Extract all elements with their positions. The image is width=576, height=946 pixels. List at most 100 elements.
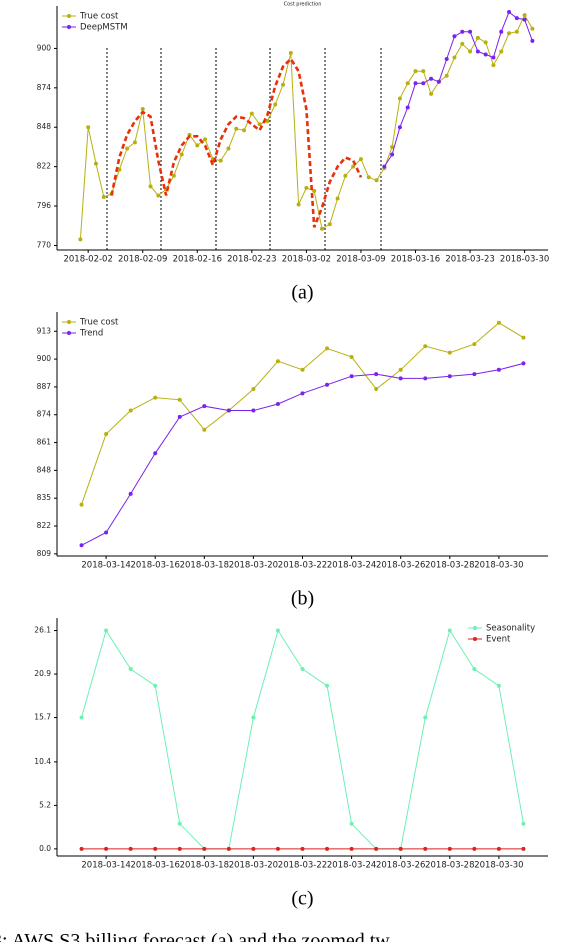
point — [275, 402, 280, 407]
x-tick-label: 2018-03-18 — [180, 561, 229, 571]
y-tick-label: 822 — [37, 521, 52, 530]
point — [452, 34, 457, 39]
x-tick-label: 2018-02-16 — [173, 255, 222, 265]
point — [153, 683, 158, 688]
point — [177, 397, 182, 402]
point — [195, 143, 200, 148]
x-tick-label: 2018-03-14 — [81, 561, 130, 571]
y-tick-label: 5.2 — [39, 800, 51, 809]
point — [514, 29, 519, 34]
legend-label: Event — [486, 635, 511, 645]
x-tick-label: 2018-03-16 — [391, 255, 440, 265]
legend-marker — [473, 626, 477, 630]
y-tick-label: 0.0 — [39, 844, 51, 853]
y-tick-label: 796 — [37, 201, 52, 210]
point — [349, 821, 354, 826]
point — [507, 31, 512, 36]
point — [275, 628, 280, 633]
y-tick-label: 848 — [37, 465, 52, 474]
legend-marker — [473, 637, 477, 641]
x-tick-label: 2018-03-20 — [229, 861, 278, 871]
point — [125, 146, 130, 151]
x-tick-label: 2018-03-28 — [425, 861, 474, 871]
legend-marker — [67, 331, 71, 335]
y-tick-label: 913 — [37, 326, 52, 335]
point — [101, 194, 106, 199]
point — [444, 57, 449, 62]
point — [491, 55, 496, 60]
y-tick-label: 822 — [37, 162, 52, 171]
point — [460, 41, 465, 46]
x-tick-label: 2018-03-26 — [376, 561, 425, 571]
point — [530, 26, 535, 31]
point — [447, 350, 452, 355]
y-tick-label: 900 — [37, 43, 52, 52]
y-tick-label: 874 — [37, 410, 52, 419]
point — [472, 846, 477, 851]
series-line — [79, 14, 533, 240]
point — [496, 320, 501, 325]
point — [398, 846, 403, 851]
point — [325, 846, 330, 851]
point — [104, 628, 109, 633]
point — [300, 367, 305, 372]
x-tick-label: 2018-03-22 — [278, 861, 327, 871]
y-tick-label: 887 — [37, 382, 52, 391]
point — [202, 427, 207, 432]
point — [325, 382, 330, 387]
point — [447, 846, 452, 851]
point — [496, 683, 501, 688]
legend-label: True cost — [79, 12, 119, 22]
legend-marker — [67, 14, 71, 18]
point — [275, 846, 280, 851]
x-tick-label: 2018-03-14 — [81, 861, 130, 871]
point — [423, 715, 428, 720]
point — [343, 173, 348, 178]
series-line — [81, 629, 524, 850]
chart-title: Cost prediction — [284, 2, 322, 8]
point — [499, 49, 504, 54]
point — [171, 173, 176, 178]
x-tick-label: 2018-03-28 — [425, 561, 474, 571]
legend-label: Trend — [79, 329, 103, 339]
x-tick-label: 2018-02-23 — [227, 255, 276, 265]
point — [179, 152, 184, 157]
point — [358, 157, 363, 162]
point — [300, 667, 305, 672]
point — [460, 29, 465, 34]
panel-label: (c) — [291, 888, 313, 910]
point — [475, 49, 480, 54]
point — [429, 76, 434, 81]
point — [304, 185, 309, 190]
point — [242, 128, 247, 133]
point — [128, 408, 133, 413]
point — [499, 29, 504, 34]
point — [398, 367, 403, 372]
y-tick-label: 20.9 — [34, 669, 51, 678]
point — [128, 667, 133, 672]
x-tick-label: 2018-02-09 — [118, 255, 167, 265]
point — [496, 367, 501, 372]
y-tick-label: 874 — [37, 83, 52, 92]
x-tick-label: 2018-03-30 — [474, 561, 523, 571]
point — [249, 111, 254, 116]
point — [79, 543, 84, 548]
point — [507, 10, 512, 15]
legend-label: DeepMSTM — [80, 23, 128, 33]
point — [226, 408, 231, 413]
point — [522, 13, 527, 18]
point — [472, 342, 477, 347]
point — [521, 846, 526, 851]
point — [153, 846, 158, 851]
point — [423, 344, 428, 349]
legend-marker — [67, 320, 71, 324]
point — [349, 846, 354, 851]
point — [104, 530, 109, 535]
point — [177, 846, 182, 851]
point — [483, 40, 488, 45]
point — [93, 161, 98, 166]
point — [202, 846, 207, 851]
point — [273, 102, 278, 107]
x-tick-label: 2018-03-23 — [445, 255, 494, 265]
point — [251, 715, 256, 720]
